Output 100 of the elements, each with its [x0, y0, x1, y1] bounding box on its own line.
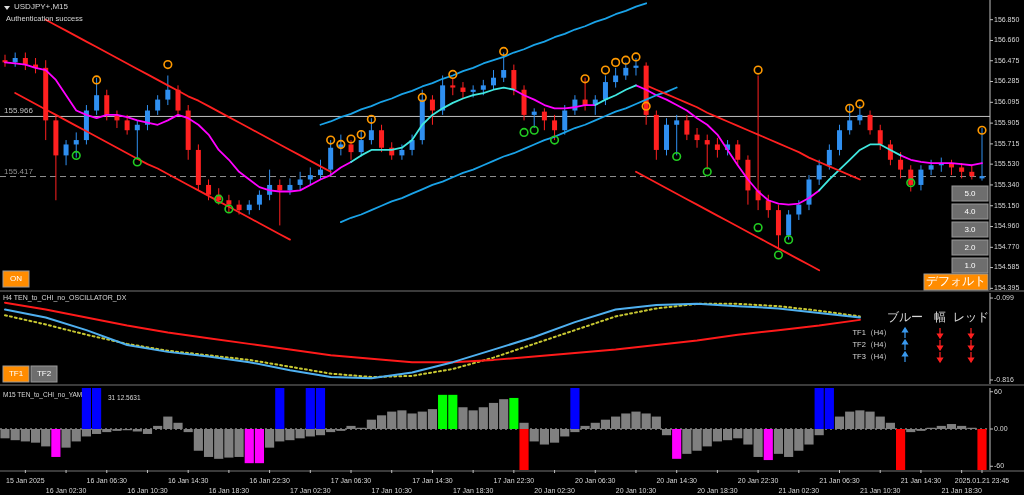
candlestick: [898, 151, 904, 179]
annotation: 1.0: [964, 260, 977, 270]
point: [71, 150, 81, 160]
point: [132, 157, 142, 167]
button: 1.0: [951, 257, 989, 274]
point: [784, 235, 794, 245]
candlestick: [562, 104, 568, 136]
ref-line-label: 155.966: [4, 106, 34, 116]
line-series: [319, 2, 648, 126]
candlestick: [470, 84, 476, 98]
point: [549, 135, 560, 145]
point: [580, 74, 590, 84]
bar: [977, 429, 987, 470]
candlestick: [613, 67, 619, 89]
candlestick: [847, 104, 853, 136]
candlestick: [765, 194, 771, 219]
point: [356, 130, 366, 140]
line-series: [635, 170, 821, 272]
candlestick: [491, 69, 496, 91]
candlestick: [175, 84, 181, 116]
bar: [509, 397, 519, 429]
bar: [519, 429, 529, 470]
candlestick: [602, 75, 608, 106]
annotation: レッド: [953, 310, 989, 325]
candlestick: [928, 159, 934, 176]
bar: [672, 429, 682, 459]
annotation: ブルー: [887, 310, 923, 325]
candlestick: [409, 134, 415, 156]
button: 5.0: [951, 185, 989, 202]
button: 3.0: [951, 221, 989, 238]
bar: [763, 429, 773, 461]
candlestick: [256, 189, 262, 211]
candlestick: [124, 114, 130, 136]
point: [600, 65, 611, 75]
bar: [51, 429, 61, 457]
point: [336, 139, 346, 150]
candlestick: [277, 178, 283, 226]
bar: [519, 422, 529, 429]
point: [326, 135, 336, 145]
point: [529, 125, 539, 135]
point: [773, 250, 784, 260]
candlestick: [918, 164, 924, 191]
candlestick: [826, 143, 832, 171]
candlestick: [226, 194, 232, 213]
candlestick: [317, 159, 323, 180]
button: ON: [2, 270, 30, 288]
point: [417, 92, 427, 102]
button: 2.0: [951, 239, 989, 256]
line-series: [339, 86, 678, 224]
candlestick: [429, 94, 435, 126]
point: [346, 134, 356, 144]
button: TF1: [2, 365, 30, 383]
point: [855, 99, 865, 109]
candlestick: [714, 137, 720, 159]
candlestick: [979, 127, 985, 182]
candlestick: [511, 64, 517, 96]
point: [845, 103, 855, 113]
candlestick: [104, 89, 110, 121]
annotation: 4.0: [964, 206, 977, 216]
point: [366, 114, 376, 124]
bar: [275, 388, 285, 429]
button: 4.0: [951, 203, 989, 220]
point: [631, 52, 641, 62]
candlestick: [837, 124, 843, 156]
point: [163, 59, 173, 70]
point: [224, 204, 234, 214]
point: [702, 167, 712, 177]
candlestick: [379, 124, 385, 153]
candlestick: [735, 139, 741, 166]
annotation: TF1: [8, 369, 24, 379]
chart-title: USDJPY+,M15: [14, 2, 69, 11]
candlestick: [206, 178, 212, 201]
candlestick: [287, 177, 293, 196]
candlestick: [541, 107, 547, 131]
candlestick: [796, 199, 802, 221]
candlestick: [684, 114, 690, 141]
candlestick: [297, 171, 303, 191]
button: TF2: [30, 365, 58, 383]
point: [753, 223, 763, 233]
annotation: 2.0: [964, 242, 977, 252]
candlestick: [236, 199, 242, 215]
bar: [661, 429, 672, 436]
annotation: ON: [10, 274, 23, 284]
annotation: 5.0: [964, 188, 977, 198]
candlestick: [816, 159, 822, 186]
button: デフォルト: [923, 273, 989, 291]
point: [672, 151, 682, 162]
annotation: 3.0: [964, 224, 977, 234]
candlestick: [368, 117, 374, 145]
point: [753, 65, 763, 75]
candlestick: [694, 127, 700, 149]
point: [641, 101, 651, 111]
candlestick: [63, 139, 69, 166]
candlestick: [460, 81, 466, 99]
point: [621, 55, 631, 65]
bar: [896, 429, 906, 470]
candlestick: [73, 131, 79, 159]
point: [611, 57, 621, 67]
candlestick: [165, 75, 171, 106]
ref-line-label: 155.417: [4, 166, 34, 176]
